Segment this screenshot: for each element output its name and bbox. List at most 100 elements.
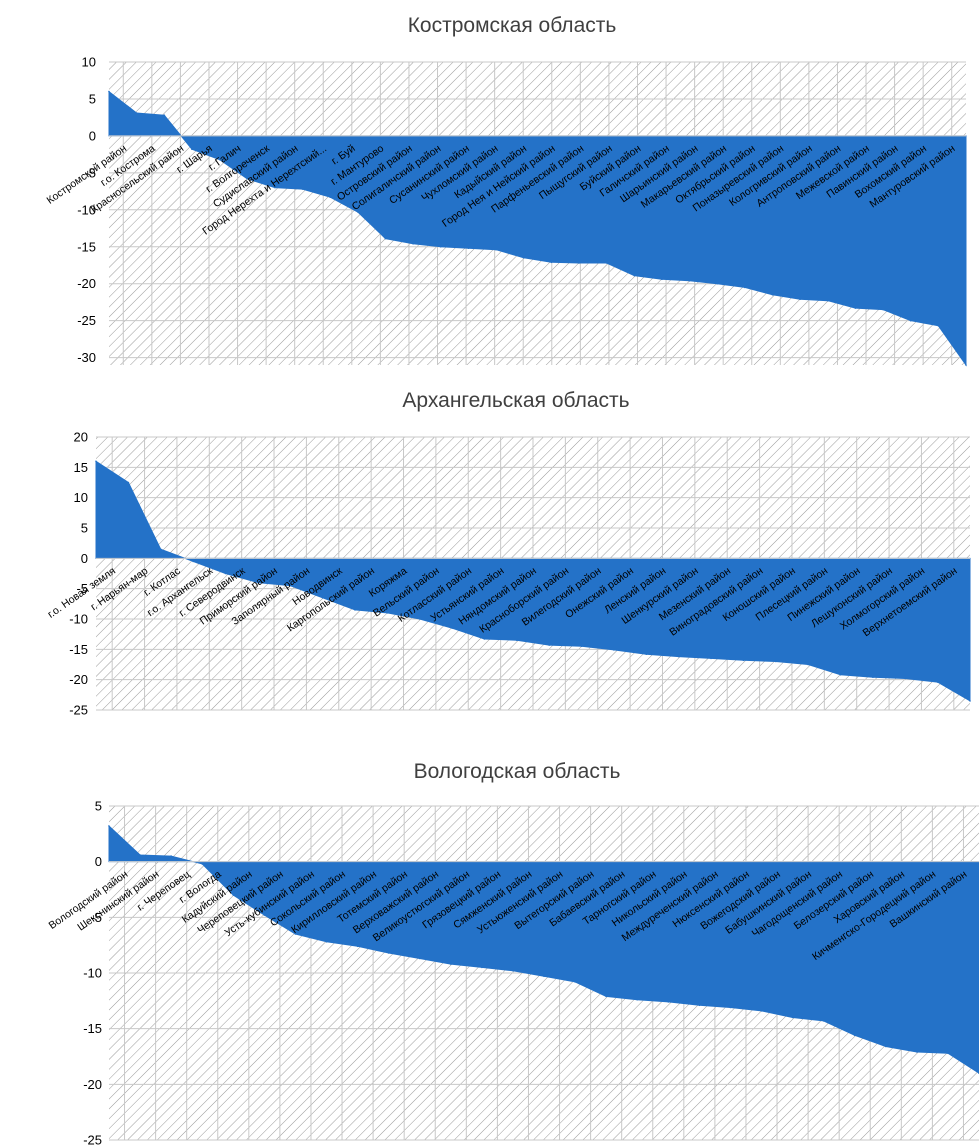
data-point [698, 1004, 701, 1007]
data-point [192, 560, 194, 563]
data-point [108, 90, 110, 93]
data-point [412, 243, 414, 245]
data-point [904, 677, 907, 680]
y-tick-label: -10 [69, 612, 88, 627]
y-tick-label: -20 [77, 276, 96, 291]
data-point [512, 970, 514, 972]
data-point [969, 700, 971, 702]
y-tick-label: 10 [82, 55, 96, 70]
data-point [139, 854, 141, 856]
data-point [716, 282, 718, 285]
data-point [636, 998, 638, 1001]
data-point [135, 112, 138, 114]
data-point [387, 952, 390, 954]
data-point [108, 825, 110, 827]
y-tick-label: -25 [77, 313, 96, 328]
y-tick-label: -5 [84, 165, 96, 180]
data-point [439, 246, 442, 248]
data-point [550, 261, 553, 264]
chart-title: Архангельская область [402, 389, 629, 412]
data-point [418, 618, 421, 620]
data-point [357, 211, 359, 213]
data-point [633, 274, 636, 277]
data-point [661, 278, 663, 281]
data-point [574, 981, 576, 983]
chart-kostroma: Костромская область 10 5 0 -5 -10 -15 -20 -25 -3… [45, 14, 967, 367]
data-point [965, 364, 967, 366]
data-point [742, 659, 745, 662]
data-point [791, 1016, 794, 1019]
data-point [522, 257, 525, 259]
data-point [688, 280, 691, 282]
data-point [224, 572, 227, 575]
y-tick-label: -5 [76, 581, 88, 596]
data-point [548, 644, 550, 646]
y-tick-label: 0 [89, 128, 96, 143]
data-point [163, 114, 166, 116]
data-point [882, 308, 884, 311]
data-point [854, 307, 857, 309]
data-point [799, 298, 801, 301]
y-tick-label: -5 [90, 910, 102, 925]
data-point [516, 639, 518, 641]
data-point [947, 1052, 949, 1054]
y-tick-label: 5 [89, 91, 96, 106]
data-point [937, 325, 940, 327]
y-tick-label: 0 [81, 551, 88, 566]
y-tick-label: -15 [77, 239, 96, 254]
data-point [483, 638, 486, 640]
data-point [827, 299, 829, 302]
data-point [218, 158, 221, 161]
data-point [246, 178, 248, 180]
data-point [159, 548, 162, 550]
data-point [354, 609, 356, 611]
y-tick-label: 5 [95, 799, 102, 814]
data-point [263, 914, 266, 916]
data-point [580, 645, 583, 648]
data-point [839, 674, 842, 676]
data-point [301, 188, 304, 190]
data-point [885, 1045, 887, 1048]
data-point [329, 196, 332, 198]
data-point [232, 894, 235, 896]
data-point [872, 676, 874, 678]
data-point [853, 1034, 856, 1037]
data-point [95, 460, 97, 463]
data-point [274, 186, 276, 189]
y-tick-label: 15 [74, 460, 88, 475]
chart-title: Костромская область [408, 14, 617, 37]
y-tick-label: -25 [69, 703, 88, 718]
data-point [356, 945, 359, 948]
y-tick-label: 0 [95, 854, 102, 869]
data-point [667, 1001, 670, 1003]
data-point [729, 1006, 732, 1009]
series-area [108, 824, 979, 1074]
y-tick-label: 10 [74, 490, 88, 505]
y-tick-label: 5 [81, 521, 88, 536]
y-tick-label: -15 [69, 642, 88, 657]
y-tick-label: -15 [83, 1021, 102, 1036]
data-point [744, 286, 746, 289]
data-point [467, 247, 470, 249]
data-point [578, 262, 580, 264]
data-point [909, 319, 912, 322]
chart-arkhangelsk: Архангельская область 20 15 10 5 0 -5 -10 -15 -2… [45, 389, 971, 718]
data-point [822, 1020, 825, 1022]
data-point [936, 681, 939, 683]
data-point [289, 584, 292, 587]
data-point [257, 581, 259, 584]
data-point [191, 148, 193, 150]
data-point [916, 1051, 918, 1053]
data-point [677, 655, 680, 658]
data-point [760, 1010, 763, 1012]
data-point [605, 995, 607, 998]
chart-title: Вологодская область [414, 760, 621, 783]
y-tick-label: -30 [77, 350, 96, 365]
data-point [386, 612, 389, 614]
data-point [170, 855, 172, 857]
data-point [613, 649, 615, 651]
data-point [543, 975, 545, 978]
data-point [201, 863, 203, 865]
data-point [481, 966, 483, 969]
